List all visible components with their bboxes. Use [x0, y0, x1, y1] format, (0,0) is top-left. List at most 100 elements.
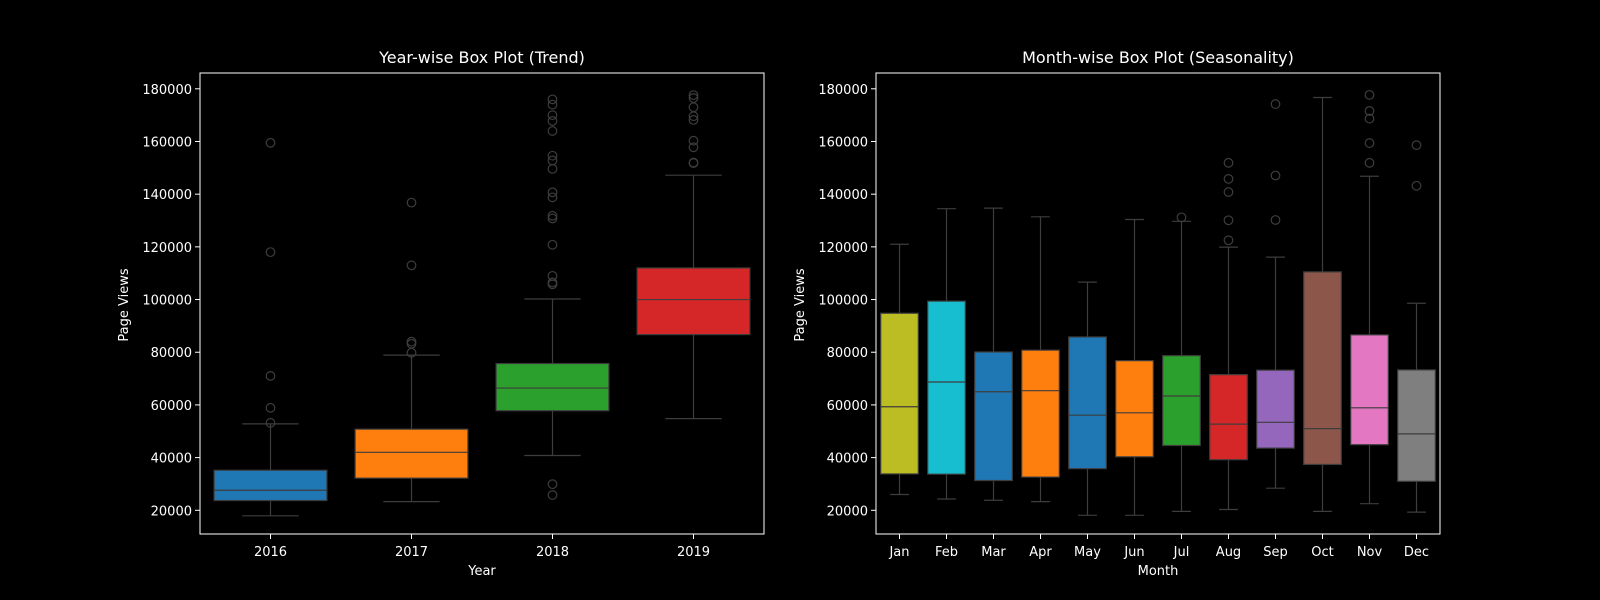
- outlier-point: [406, 260, 417, 271]
- x-tick-label: Aug: [1216, 545, 1241, 560]
- x-tick-label: Jul: [1173, 545, 1190, 560]
- box-2019: [636, 90, 751, 420]
- outlier-point: [547, 479, 558, 490]
- y-tick-label: 60000: [151, 399, 192, 414]
- outlier-point: [688, 114, 699, 125]
- outlier-point: [547, 210, 558, 221]
- outlier-point: [1364, 157, 1375, 168]
- x-tick-label: Jan: [888, 545, 909, 560]
- box-jul: [1162, 212, 1201, 512]
- outlier-point: [547, 150, 558, 161]
- outlier-point: [265, 247, 276, 258]
- y-axis-label: Page Views: [793, 268, 808, 341]
- box-mar: [974, 207, 1013, 501]
- outlier-point: [547, 99, 558, 110]
- outlier-point: [265, 137, 276, 148]
- y-tick-label: 20000: [827, 504, 868, 519]
- y-tick-label: 140000: [818, 188, 868, 203]
- plot-area: 20000 40000 60000 80000 100000 120000 140000 16…: [142, 83, 751, 560]
- y-tick-label: 80000: [151, 346, 192, 361]
- x-axis-label: Year: [467, 564, 496, 579]
- outlier-point: [1223, 187, 1234, 197]
- box-oct: [1303, 96, 1342, 512]
- box-jan: [880, 243, 919, 496]
- outlier-point: [547, 94, 558, 105]
- outlier-point: [1270, 170, 1281, 181]
- x-axis-label: Month: [1138, 564, 1179, 579]
- outlier-point: [265, 417, 276, 428]
- box-2017: [354, 197, 469, 503]
- box-body: [1021, 349, 1060, 478]
- y-tick-label: 140000: [142, 188, 192, 203]
- outlier-point: [1364, 113, 1375, 124]
- x-tick-label: Feb: [935, 545, 958, 560]
- y-tick-label: 120000: [818, 241, 868, 256]
- box-jun: [1115, 218, 1154, 516]
- outlier-point: [547, 239, 558, 250]
- chart-title: Month-wise Box Plot (Seasonality): [1022, 48, 1294, 67]
- outlier-point: [688, 93, 699, 103]
- outlier-point: [688, 157, 699, 168]
- outlier-point: [265, 371, 276, 381]
- box-feb: [927, 208, 966, 500]
- box-body: [495, 362, 610, 412]
- outlier-point: [547, 187, 558, 198]
- y-tick-label: 100000: [142, 294, 192, 309]
- x-tick-label: 2017: [395, 545, 428, 560]
- box-aug: [1209, 157, 1248, 511]
- outlier-point: [1270, 99, 1281, 109]
- y-tick-label: 160000: [818, 135, 868, 150]
- x-tick-label: Apr: [1029, 545, 1052, 560]
- plot-frame: [199, 72, 765, 535]
- y-tick-label: 20000: [151, 504, 192, 519]
- y-tick-label: 100000: [818, 294, 868, 309]
- x-tick-label: 2018: [536, 545, 569, 560]
- outlier-point: [547, 110, 558, 121]
- plot-area: 20000 40000 60000 80000 100000 120000 140000 16…: [818, 83, 1436, 560]
- x-tick-label: Mar: [981, 545, 1006, 560]
- box-body: [1115, 360, 1154, 458]
- box-nov: [1350, 89, 1389, 505]
- y-tick-label: 40000: [827, 452, 868, 467]
- box-body: [1209, 374, 1248, 461]
- outlier-point: [688, 102, 699, 113]
- outlier-point: [547, 490, 558, 500]
- y-axis-label: Page Views: [117, 268, 132, 341]
- year-wise-chart: Year-wise Box Plot (Trend) Year Page Vie…: [117, 48, 765, 579]
- outlier-point: [547, 213, 558, 224]
- box-body: [974, 351, 1013, 482]
- y-tick-label: 160000: [142, 135, 192, 150]
- box-body: [1162, 355, 1201, 447]
- x-tick-label: Jun: [1123, 545, 1144, 560]
- outlier-point: [1176, 212, 1187, 223]
- month-wise-chart: Month-wise Box Plot (Seasonality) Month …: [793, 48, 1441, 579]
- box-sep: [1256, 99, 1295, 489]
- y-tick-label: 40000: [151, 452, 192, 467]
- outlier-point: [1223, 157, 1234, 168]
- outlier-point: [1364, 138, 1375, 148]
- box-body: [1397, 369, 1436, 482]
- outlier-point: [688, 135, 699, 146]
- x-tick-label: Dec: [1404, 545, 1429, 560]
- outlier-point: [547, 155, 558, 166]
- box-body: [354, 428, 469, 479]
- outlier-point: [547, 192, 558, 203]
- y-tick-label: 180000: [818, 83, 868, 98]
- x-tick-label: May: [1074, 545, 1101, 560]
- box-2016: [213, 137, 328, 517]
- chart-title: Year-wise Box Plot (Trend): [378, 48, 585, 67]
- outlier-point: [688, 142, 699, 153]
- outlier-point: [265, 402, 276, 413]
- box-body: [1350, 334, 1389, 446]
- box-apr: [1021, 216, 1060, 503]
- outlier-point: [547, 270, 558, 281]
- y-tick-label: 120000: [142, 241, 192, 256]
- outlier-point: [1223, 235, 1234, 246]
- outlier-point: [688, 90, 699, 101]
- box-body: [927, 300, 966, 475]
- x-tick-label: 2016: [254, 545, 287, 560]
- outlier-point: [1364, 106, 1375, 116]
- box-body: [880, 312, 919, 475]
- plot-frame: [875, 72, 1441, 535]
- x-tick-label: 2019: [677, 545, 710, 560]
